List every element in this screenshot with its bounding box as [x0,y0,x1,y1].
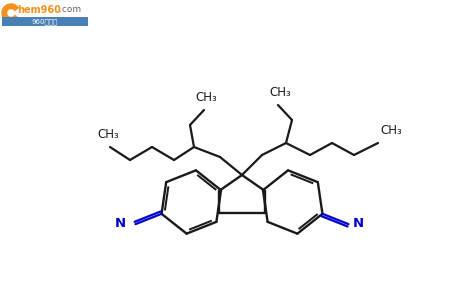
Text: N: N [114,217,126,230]
Text: CH₃: CH₃ [97,128,119,141]
Bar [2,17,88,26]
Text: CH₃: CH₃ [269,86,291,99]
Text: CH₃: CH₃ [380,124,402,137]
Text: hem960: hem960 [17,5,61,15]
Text: CH₃: CH₃ [195,91,217,104]
Wedge shape [2,4,18,22]
Text: 960化工网: 960化工网 [32,19,58,25]
Text: N: N [353,217,364,230]
Text: .com: .com [59,6,81,14]
